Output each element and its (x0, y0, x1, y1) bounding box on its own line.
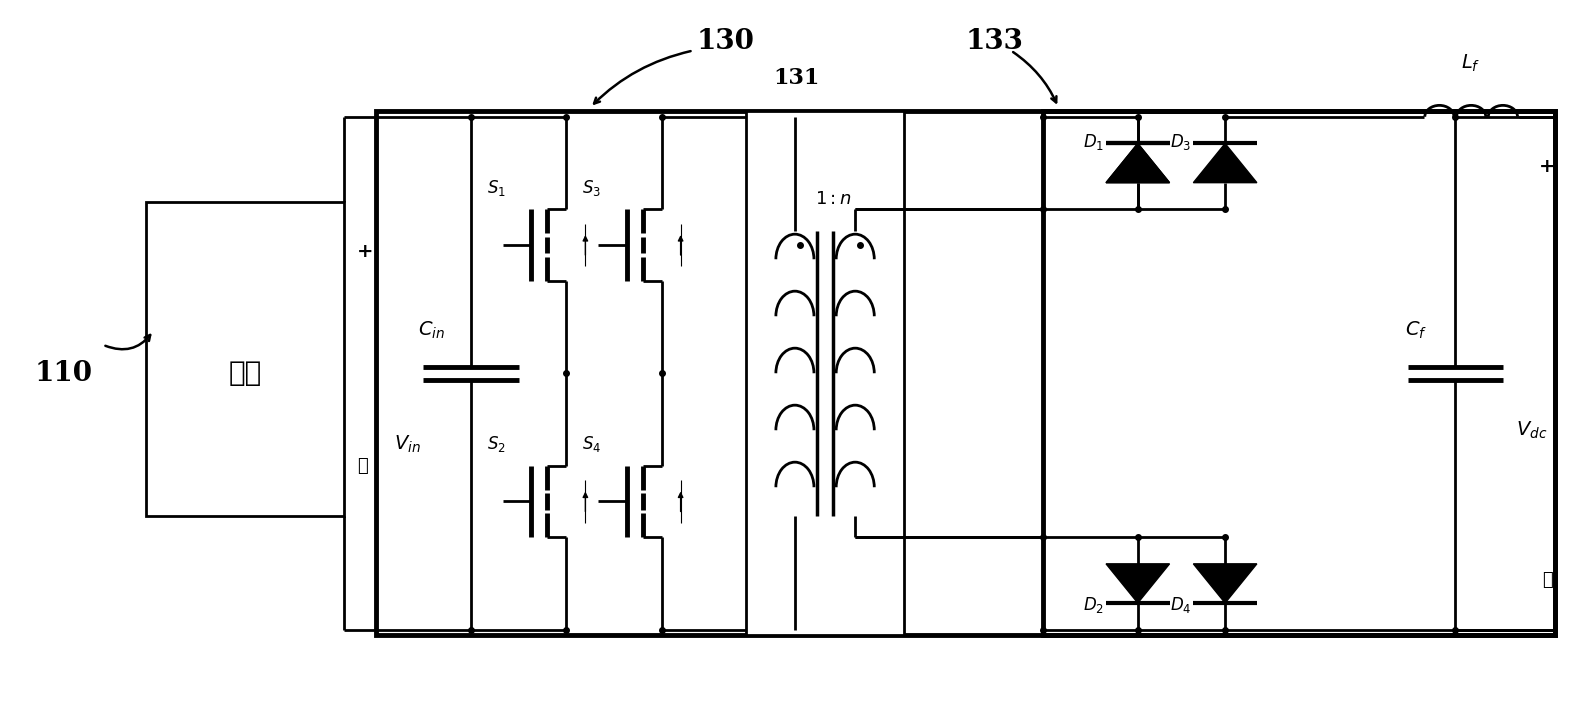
Bar (376, 111, 1555, 635)
Text: 110: 110 (33, 360, 92, 387)
Text: $C_f$: $C_f$ (1405, 320, 1427, 341)
Text: $D_4$: $D_4$ (1169, 595, 1192, 615)
Text: $C_{in}$: $C_{in}$ (417, 320, 444, 341)
Text: 133: 133 (965, 29, 1024, 55)
Polygon shape (1106, 144, 1169, 182)
Text: $S_2$: $S_2$ (487, 434, 507, 454)
Text: $V_{dc}$: $V_{dc}$ (1517, 419, 1547, 441)
Text: 电源: 电源 (228, 359, 261, 387)
Text: $D_1$: $D_1$ (1083, 131, 1104, 151)
Text: +: + (357, 243, 373, 261)
Polygon shape (1193, 564, 1257, 603)
Text: 131: 131 (773, 67, 820, 88)
Text: +: + (1539, 158, 1556, 176)
Text: $L_f$: $L_f$ (1461, 52, 1481, 74)
Polygon shape (1106, 564, 1169, 603)
Polygon shape (1193, 144, 1257, 182)
Text: $S_4$: $S_4$ (581, 434, 601, 454)
Bar (145, 202, 344, 516)
Text: $S_1$: $S_1$ (487, 178, 507, 198)
Text: $1:n$: $1:n$ (814, 190, 851, 208)
Text: $D_2$: $D_2$ (1083, 595, 1104, 615)
Bar (746, 111, 905, 635)
Text: －: － (1542, 571, 1553, 589)
Polygon shape (1106, 144, 1169, 182)
Text: 130: 130 (696, 29, 753, 55)
Text: $S_3$: $S_3$ (581, 178, 601, 198)
Text: $V_{in}$: $V_{in}$ (393, 434, 421, 455)
Text: $D_3$: $D_3$ (1169, 131, 1192, 151)
Bar (1042, 111, 1555, 635)
Text: －: － (357, 457, 368, 475)
